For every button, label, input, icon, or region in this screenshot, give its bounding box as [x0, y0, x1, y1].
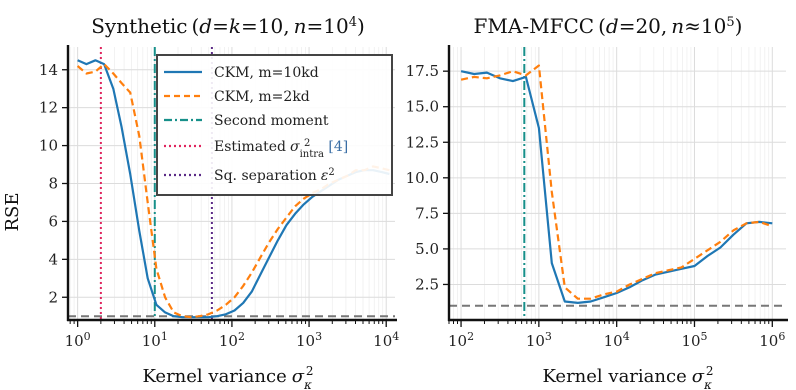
chart-fma-mfcc: FMA-MFCC (d=20, n≈105) 102 103 104 105 106 2.5 5… [406, 14, 788, 390]
legend-label: Sq. separation ε2 [214, 167, 335, 185]
series-line-ckm-m-2kd [460, 64, 773, 300]
x-tick-label: 102 [219, 330, 245, 351]
legend-label: CKM, m=2kd [214, 89, 310, 105]
series-line-ckm-m-10kd [460, 70, 773, 304]
x-tick-label: 101 [142, 330, 168, 351]
legend-item-sq-separation: Sq. separation ε2 [164, 167, 335, 185]
y-tick-label: 12.5 [406, 133, 439, 151]
y-tick-label: 12 [39, 99, 58, 117]
axes-fma-mfcc [447, 45, 788, 322]
series-fma-mfcc [460, 64, 773, 304]
y-tick-label: 15.0 [406, 98, 439, 116]
legend-label: Estimated σintra2 [4] [214, 138, 348, 160]
legend-box [156, 54, 393, 196]
legend-item-ckm-2kd: CKM, m=2kd [164, 89, 310, 105]
y-tick-label: 14 [39, 61, 58, 79]
y-tick-label: 8 [48, 175, 58, 193]
y-tick-label: 5.0 [415, 240, 439, 258]
legend-label: CKM, m=10kd [214, 65, 319, 81]
y-tick-label: 7.5 [415, 204, 439, 222]
legend-label: Second moment [214, 113, 329, 129]
y-tick-label: 10 [39, 137, 58, 155]
x-tick-label: 102 [448, 330, 474, 351]
y-tick-label: 2.5 [415, 275, 439, 293]
y-axis-label: RSE [2, 192, 23, 231]
y-tick-label: 2 [48, 288, 58, 306]
y-tick-label: 6 [48, 212, 58, 230]
x-tick-label: 105 [681, 330, 707, 351]
ticks-synthetic: 100 101 102 103 104 2 4 6 8 10 12 14 [39, 61, 399, 350]
series-line-ckm-m-2kd [76, 62, 390, 319]
x-tick-label: 103 [526, 330, 552, 351]
chart-synthetic: Synthetic (d=k=10, n=104) 100 101 102 103 1042… [2, 14, 399, 390]
x-axis-label-fma-mfcc: Kernel variance σκ2 [542, 364, 713, 390]
legend-item-second-moment: Second moment [164, 113, 329, 129]
chart-title-synthetic: Synthetic (d=k=10, n=104) [91, 14, 365, 38]
x-tick-label: 103 [296, 330, 322, 351]
y-tick-label: 4 [48, 250, 58, 268]
chart-title-fma-mfcc: FMA-MFCC (d=20, n≈105) [474, 14, 743, 38]
x-tick-label: 104 [604, 330, 630, 351]
grid-fma-mfcc [448, 47, 786, 320]
x-tick-label: 100 [65, 330, 91, 351]
ticks-fma-mfcc: 102 103 104 105 106 2.5 5.0 7.5 10.0 12.5 15.0 17.5 [406, 62, 786, 350]
x-tick-label: 104 [373, 330, 399, 351]
y-tick-label: 10.0 [406, 169, 439, 187]
legend: CKM, m=10kd CKM, m=2kd Second moment Est… [156, 54, 393, 196]
x-axis-label-synthetic: Kernel variance σκ2 [142, 364, 313, 390]
y-tick-label: 17.5 [406, 62, 439, 80]
legend-item-estimated-sigma-intra: Estimated σintra2 [4] [164, 138, 348, 160]
x-tick-label: 106 [759, 330, 785, 351]
legend-item-ckm-10kd: CKM, m=10kd [164, 65, 319, 81]
